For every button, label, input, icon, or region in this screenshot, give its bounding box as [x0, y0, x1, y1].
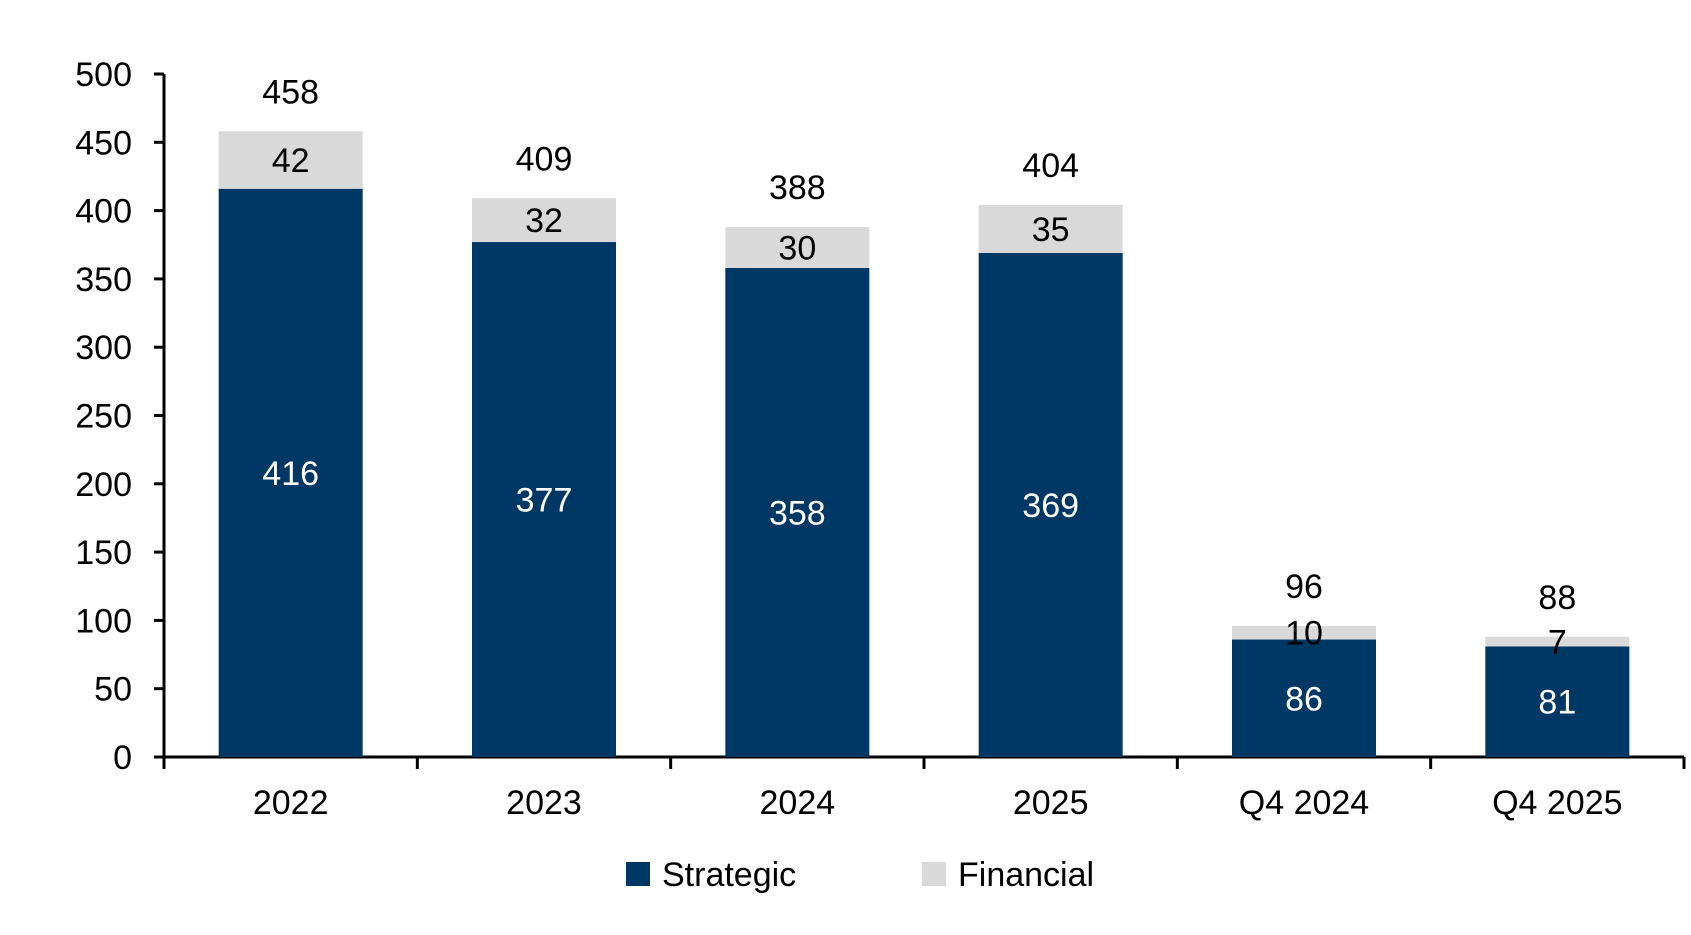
bar-strategic-q4-2024 [1232, 639, 1376, 757]
bar-strategic-q4-2025 [1485, 646, 1630, 757]
financial-value-label: 32 [525, 202, 563, 240]
total-value-label: 88 [1538, 579, 1576, 617]
strategic-value-label: 86 [1285, 680, 1323, 718]
total-value-label: 458 [262, 73, 319, 111]
bars [218, 131, 1630, 758]
y-tick-label: 350 [75, 261, 132, 299]
strategic-value-label: 81 [1538, 684, 1576, 722]
legend-swatch-financial [922, 862, 946, 886]
y-tick-label: 0 [113, 739, 132, 777]
bar-financial-2022 [218, 131, 363, 189]
x-category-label: Q4 2025 [1492, 784, 1622, 822]
financial-value-label: 30 [778, 229, 816, 267]
financial-value-label: 42 [272, 142, 310, 180]
x-category-label: 2023 [506, 784, 582, 822]
legend: Strategic Financial [626, 856, 1094, 894]
bar-strategic-2023 [472, 242, 616, 757]
strategic-value-label: 377 [516, 482, 573, 520]
financial-value-label: 7 [1548, 624, 1567, 662]
financial-value-label: 10 [1285, 615, 1323, 653]
y-tick-label: 200 [75, 466, 132, 504]
x-category-label: 2025 [1013, 784, 1089, 822]
total-value-label: 409 [516, 140, 573, 178]
strategic-value-label: 358 [769, 494, 826, 532]
bar-financial-2025 [978, 205, 1123, 253]
total-value-label: 96 [1285, 568, 1323, 606]
bar-financial-2024 [725, 226, 870, 268]
legend-label-financial: Financial [958, 856, 1094, 894]
y-tick-label: 450 [75, 124, 132, 162]
y-tick-label: 300 [75, 329, 132, 367]
data-labels: 2022 416 42 458 2023 377 32 409 2024 358 30 388 2025… [253, 73, 1623, 822]
legend-swatch-strategic [626, 862, 650, 886]
x-category-label: 2022 [253, 784, 329, 822]
bar-strategic-2025 [978, 252, 1123, 758]
bar-strategic-2024 [725, 267, 870, 757]
y-tick-label: 400 [75, 193, 132, 231]
y-tick-label: 100 [75, 602, 132, 640]
y-tick-label: 150 [75, 534, 132, 572]
legend-label-strategic: Strategic [662, 856, 796, 894]
total-value-label: 404 [1022, 147, 1079, 185]
y-tick-label: 500 [75, 56, 132, 94]
x-category-label: Q4 2024 [1239, 784, 1369, 822]
bar-financial-2023 [472, 198, 616, 243]
axes: 0 50 100 150 200 250 300 350 400 450 500 [75, 56, 1686, 777]
bar-financial-q4-2025 [1485, 636, 1630, 647]
bar-financial-q4-2024 [1232, 625, 1376, 640]
financial-value-label: 35 [1032, 211, 1070, 249]
bar-strategic-2022 [218, 188, 363, 757]
x-category-label: 2024 [760, 784, 836, 822]
y-tick-label: 250 [75, 398, 132, 436]
total-value-label: 388 [769, 169, 826, 207]
strategic-value-label: 416 [262, 455, 319, 493]
y-tick-label: 50 [94, 671, 132, 709]
strategic-value-label: 369 [1022, 487, 1079, 525]
